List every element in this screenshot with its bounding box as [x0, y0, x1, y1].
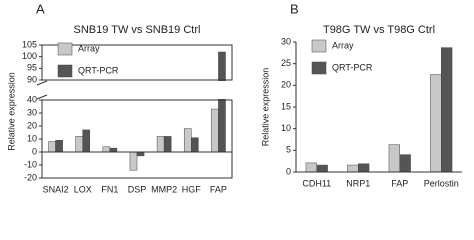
legend-swatch — [57, 64, 73, 78]
y-tick-label: 0 — [286, 166, 291, 176]
x-tick-label: MMP2 — [151, 184, 177, 194]
y-tick-label: 20 — [281, 80, 291, 90]
axis-break-mark — [36, 94, 48, 100]
y-tick-label: 105 — [22, 39, 37, 49]
x-tick-label: LOX — [74, 184, 92, 194]
x-tick-label: Perlostin — [424, 178, 459, 188]
axes — [295, 42, 462, 173]
chart-title: T98G TW vs T98G Ctrl — [323, 24, 435, 36]
figure: A SNB19 TW vs SNB19 Ctrl Relative expressi… — [6, 1, 462, 194]
legend-label: QRT-PCR — [332, 62, 373, 72]
x-tick-label: FAP — [391, 178, 408, 188]
bar — [109, 147, 118, 153]
bar — [358, 163, 370, 173]
x-tick-label: SNAI2 — [43, 184, 69, 194]
axis-break-mark — [36, 80, 48, 86]
y-tick-label: 15 — [281, 101, 291, 111]
panel-letter: B — [290, 1, 299, 16]
bar — [102, 146, 111, 153]
legend-swatch — [311, 39, 327, 53]
bar — [305, 162, 317, 173]
y-tick-label: 5 — [286, 145, 291, 155]
x-tick-label: NRP1 — [346, 178, 370, 188]
y-tick-label: 95 — [27, 63, 37, 73]
x-tick-label: CDH11 — [302, 178, 331, 188]
plot-frame — [41, 44, 233, 81]
y-tick-label: 40 — [27, 94, 37, 104]
bar — [211, 108, 219, 153]
bar — [316, 164, 328, 173]
bar — [136, 151, 145, 157]
bar — [55, 140, 63, 153]
legend-label: Array — [78, 43, 100, 53]
y-tick-label: 30 — [281, 36, 291, 46]
bar — [347, 164, 359, 173]
legend-label: QRT-PCR — [78, 65, 119, 75]
y-tick-label: 10 — [281, 123, 291, 133]
bar — [430, 74, 442, 173]
y-tick-label: 20 — [27, 120, 37, 130]
y-axis-label: Relative expression — [6, 72, 16, 151]
bar — [82, 129, 91, 153]
bar — [163, 136, 172, 153]
y-tick-label: 30 — [27, 107, 37, 117]
bar — [48, 141, 56, 153]
bar — [191, 137, 199, 153]
x-tick-label: FAP — [210, 184, 227, 194]
chart-title: SNB19 TW vs SNB19 Ctrl — [74, 24, 201, 36]
y-tick-label: 90 — [27, 74, 37, 84]
plot-frame — [41, 99, 233, 179]
panel-letter: A — [36, 1, 45, 16]
y-tick-label: 10 — [27, 133, 37, 143]
y-tick-label: 25 — [281, 58, 291, 68]
y-tick-label: -10 — [24, 159, 37, 169]
axis-break-gap — [38, 81, 236, 99]
bar — [399, 154, 411, 173]
bar — [218, 51, 226, 153]
y-tick-label: -20 — [24, 172, 37, 182]
x-tick-label: HGF — [182, 184, 202, 194]
bar — [75, 136, 83, 153]
x-tick-label: FN1 — [101, 184, 118, 194]
y-tick-label: 100 — [22, 51, 37, 61]
bar — [441, 47, 453, 173]
y-axis-label: Relative expression — [260, 68, 270, 147]
bar — [129, 151, 138, 171]
bar — [156, 136, 165, 153]
legend-swatch — [311, 61, 327, 75]
y-tick-label: 0 — [32, 146, 37, 156]
legend-label: Array — [332, 40, 354, 50]
x-tick-label: DSP — [128, 184, 147, 194]
legend-swatch — [57, 42, 73, 56]
bar — [183, 128, 192, 153]
bar — [388, 144, 400, 173]
